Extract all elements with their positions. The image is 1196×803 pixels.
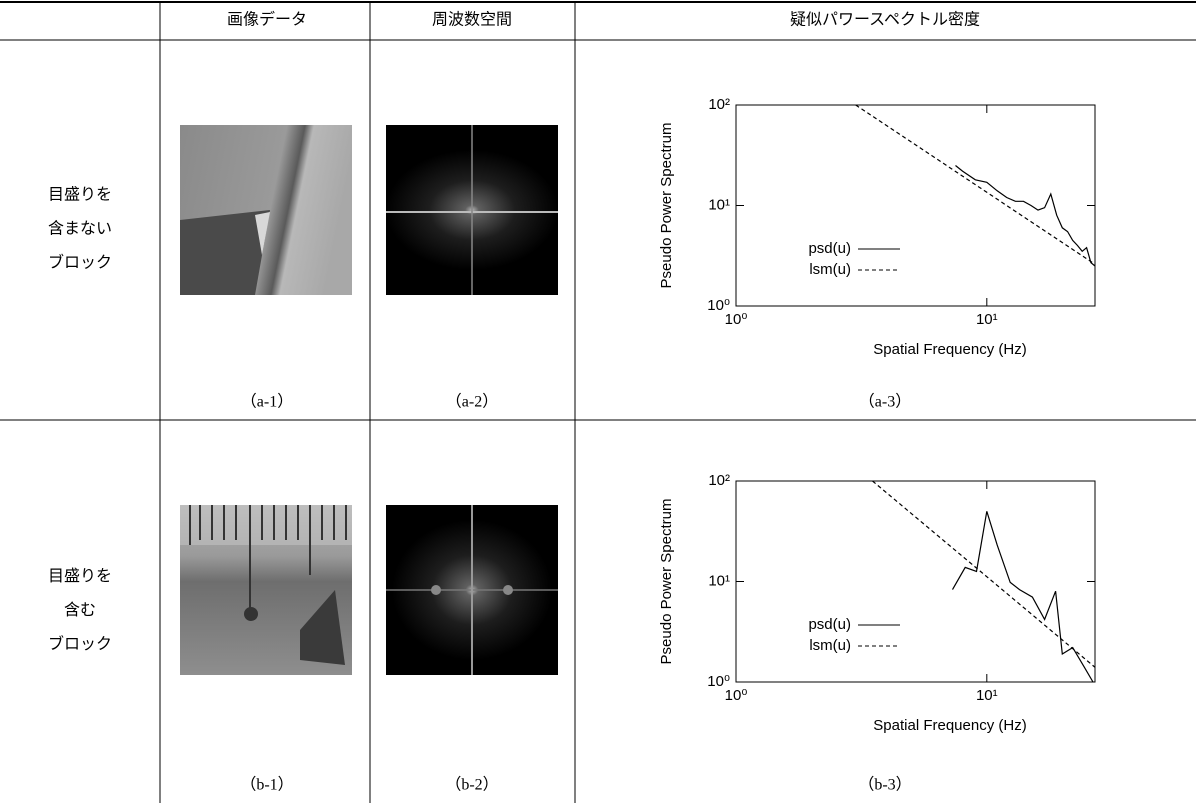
column-header: 周波数空間 [432,11,512,29]
caption: （a-3） [859,393,911,411]
y-tick-label: 10² [708,472,730,489]
image-a1 [180,125,352,295]
y-tick-label: 10¹ [708,572,730,589]
caption: （b-3） [858,776,911,794]
series-line [856,105,1095,264]
row-label: 含まない [48,220,112,238]
caption: （b-2） [445,776,498,794]
column-header: 疑似パワースペクトル密度 [790,11,980,29]
y-tick-label: 10⁰ [707,297,730,314]
row-label: 目盛りを [48,567,112,585]
image-b2 [386,505,558,675]
caption: （a-2） [446,393,498,411]
plot-frame [736,481,1095,682]
y-tick-label: 10¹ [708,196,730,213]
series-line [953,511,1094,682]
row-label: ブロック [48,634,112,653]
table-grid [0,2,1196,803]
row-label: 目盛りを [48,186,112,204]
caption: （a-1） [241,393,293,411]
caption: （b-1） [240,776,293,794]
series-line [873,481,1096,667]
y-axis-label: Pseudo Power Spectrum [658,499,675,665]
y-axis-label: Pseudo Power Spectrum [658,123,675,289]
legend-label: lsm(u) [809,637,851,654]
x-axis-label: Spatial Frequency (Hz) [873,717,1026,734]
image-b1 [180,505,352,675]
plot-frame [736,105,1095,306]
legend-label: psd(u) [808,616,851,633]
legend-label: psd(u) [808,240,851,257]
image-a2 [386,125,558,295]
row-label: 含む [64,601,96,619]
x-tick-label: 10¹ [976,311,998,328]
row-label: ブロック [48,253,112,272]
legend-label: lsm(u) [809,261,851,278]
y-tick-label: 10⁰ [707,673,730,690]
column-header: 画像データ [227,10,307,29]
x-tick-label: 10¹ [976,687,998,704]
y-tick-label: 10² [708,96,730,113]
x-axis-label: Spatial Frequency (Hz) [873,341,1026,358]
page: 画像データ周波数空間疑似パワースペクトル密度目盛りを含まないブロック（a-1）（… [0,0,1196,803]
